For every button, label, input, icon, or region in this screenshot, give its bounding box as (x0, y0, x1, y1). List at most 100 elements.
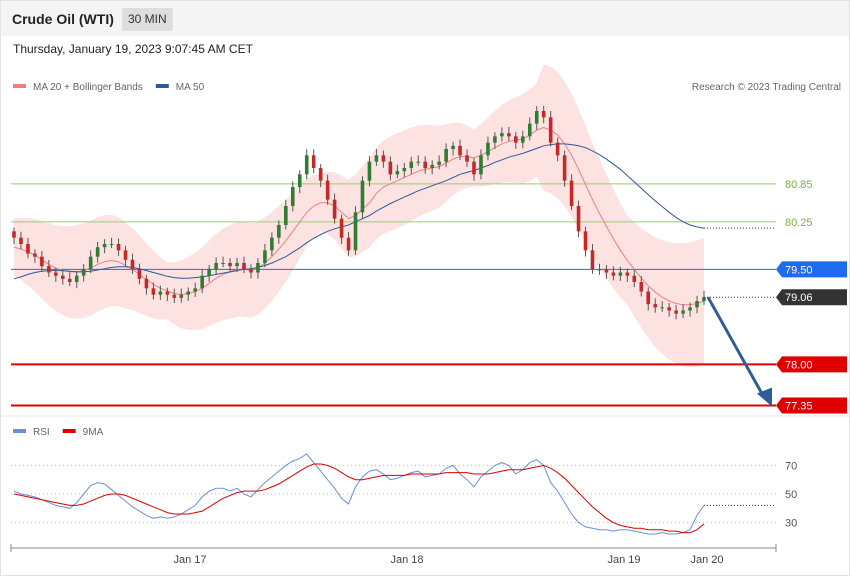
candle-body (381, 155, 386, 162)
candle-body (486, 142, 490, 156)
candle-body (472, 161, 476, 175)
candle-body (597, 269, 602, 271)
ma50-line (13, 143, 705, 280)
candle-body (318, 168, 323, 181)
last-price-tag (776, 289, 847, 306)
candle-body (179, 294, 184, 298)
candle-body (263, 250, 267, 263)
candle-body (151, 288, 156, 295)
candle-body (207, 269, 211, 276)
candle-body (423, 161, 428, 168)
candle-body (200, 275, 204, 289)
candle-body (297, 174, 302, 187)
candle-body (19, 237, 23, 244)
level-label-77.35: 77.35 (785, 401, 813, 413)
candle-body (137, 269, 142, 279)
candle-body (304, 155, 309, 175)
candle-body (451, 145, 455, 149)
candle-body (534, 111, 539, 124)
level-label-80.25: 80.25 (785, 217, 813, 229)
candle-body (458, 145, 462, 156)
candle-body (625, 272, 630, 276)
candle-body (653, 304, 658, 308)
candle-body (507, 133, 511, 137)
level-tag-77.35 (776, 397, 847, 414)
candle-body (555, 142, 560, 156)
timestamp: Thursday, January 19, 2023 9:07:45 AM CE… (13, 42, 253, 56)
candle-body (26, 244, 30, 254)
level-label-80.85: 80.85 (785, 179, 813, 191)
candle-body (332, 199, 337, 219)
candle-body (242, 263, 246, 270)
candle-body (40, 256, 44, 267)
candle-body (374, 155, 379, 162)
forecast-arrow-shaft (706, 296, 765, 397)
candle-body (33, 253, 37, 257)
candle-body (646, 291, 651, 305)
candle-body (583, 231, 588, 251)
candle-body (277, 225, 281, 238)
candle-body (430, 164, 434, 168)
candle-body (158, 291, 163, 295)
candle-body (346, 237, 351, 251)
candle-body (695, 301, 699, 308)
legend-ma20-bollinger: MA 20 + Bollinger Bands (33, 82, 143, 93)
candle-body (172, 294, 177, 298)
x-tick-jan-17: Jan 17 (173, 554, 206, 566)
rsi-tick-30: 30 (785, 518, 797, 530)
candle-body (325, 180, 330, 200)
rsi-ma-line (13, 463, 705, 534)
timeframe-badge[interactable]: 30 MIN (122, 8, 173, 31)
level-tag-78.00 (776, 356, 847, 373)
candle-body (270, 237, 274, 251)
chart-header: Crude Oil (WTI) 30 MIN (1, 1, 849, 36)
candle-body (165, 291, 170, 295)
candle-body (548, 117, 553, 143)
candle-body (116, 244, 121, 251)
candle-body (12, 231, 16, 238)
candle-body (339, 218, 344, 238)
candle-body (604, 269, 609, 273)
candle-body (130, 259, 135, 270)
legend-9ma: 9MA (83, 427, 104, 438)
legend-swatch (155, 84, 169, 88)
rsi-tick-50: 50 (785, 489, 797, 501)
last-price-label: 79.06 (785, 292, 813, 304)
candle-body (88, 256, 93, 270)
candle-body (660, 307, 664, 309)
candle-body (402, 168, 407, 172)
candle-body (611, 272, 616, 276)
rsi-tick-70: 70 (785, 460, 797, 472)
candle-body (576, 206, 581, 232)
candle-body (465, 155, 469, 162)
candle-body (311, 155, 316, 168)
candle-body (541, 111, 546, 118)
candle-body (514, 136, 518, 143)
candle-body (409, 161, 414, 168)
candle-body (284, 206, 288, 225)
legend-swatch (13, 84, 26, 88)
candle-body (54, 272, 58, 276)
legend-ma50: MA 50 (176, 82, 205, 93)
candle-body (144, 278, 149, 289)
candle-body (674, 310, 678, 314)
x-tick-jan-19: Jan 19 (607, 554, 640, 566)
level-tag-79.50 (776, 261, 847, 278)
candle-body (123, 250, 128, 260)
candle-body (667, 307, 671, 311)
candle-body (639, 282, 644, 292)
candle-body (221, 263, 225, 264)
candle-body (388, 161, 393, 175)
candle-body (500, 133, 504, 137)
rsi-line (13, 453, 705, 535)
instrument-title: Crude Oil (WTI) (12, 11, 114, 27)
candle-body (235, 263, 239, 267)
candle-body (228, 263, 232, 267)
candle-body (395, 171, 400, 175)
rsi-legend-swatch (13, 429, 26, 433)
candle-body (256, 263, 260, 273)
candle-body (702, 297, 706, 301)
candle-body (416, 161, 421, 163)
legend-rsi: RSI (33, 427, 50, 438)
